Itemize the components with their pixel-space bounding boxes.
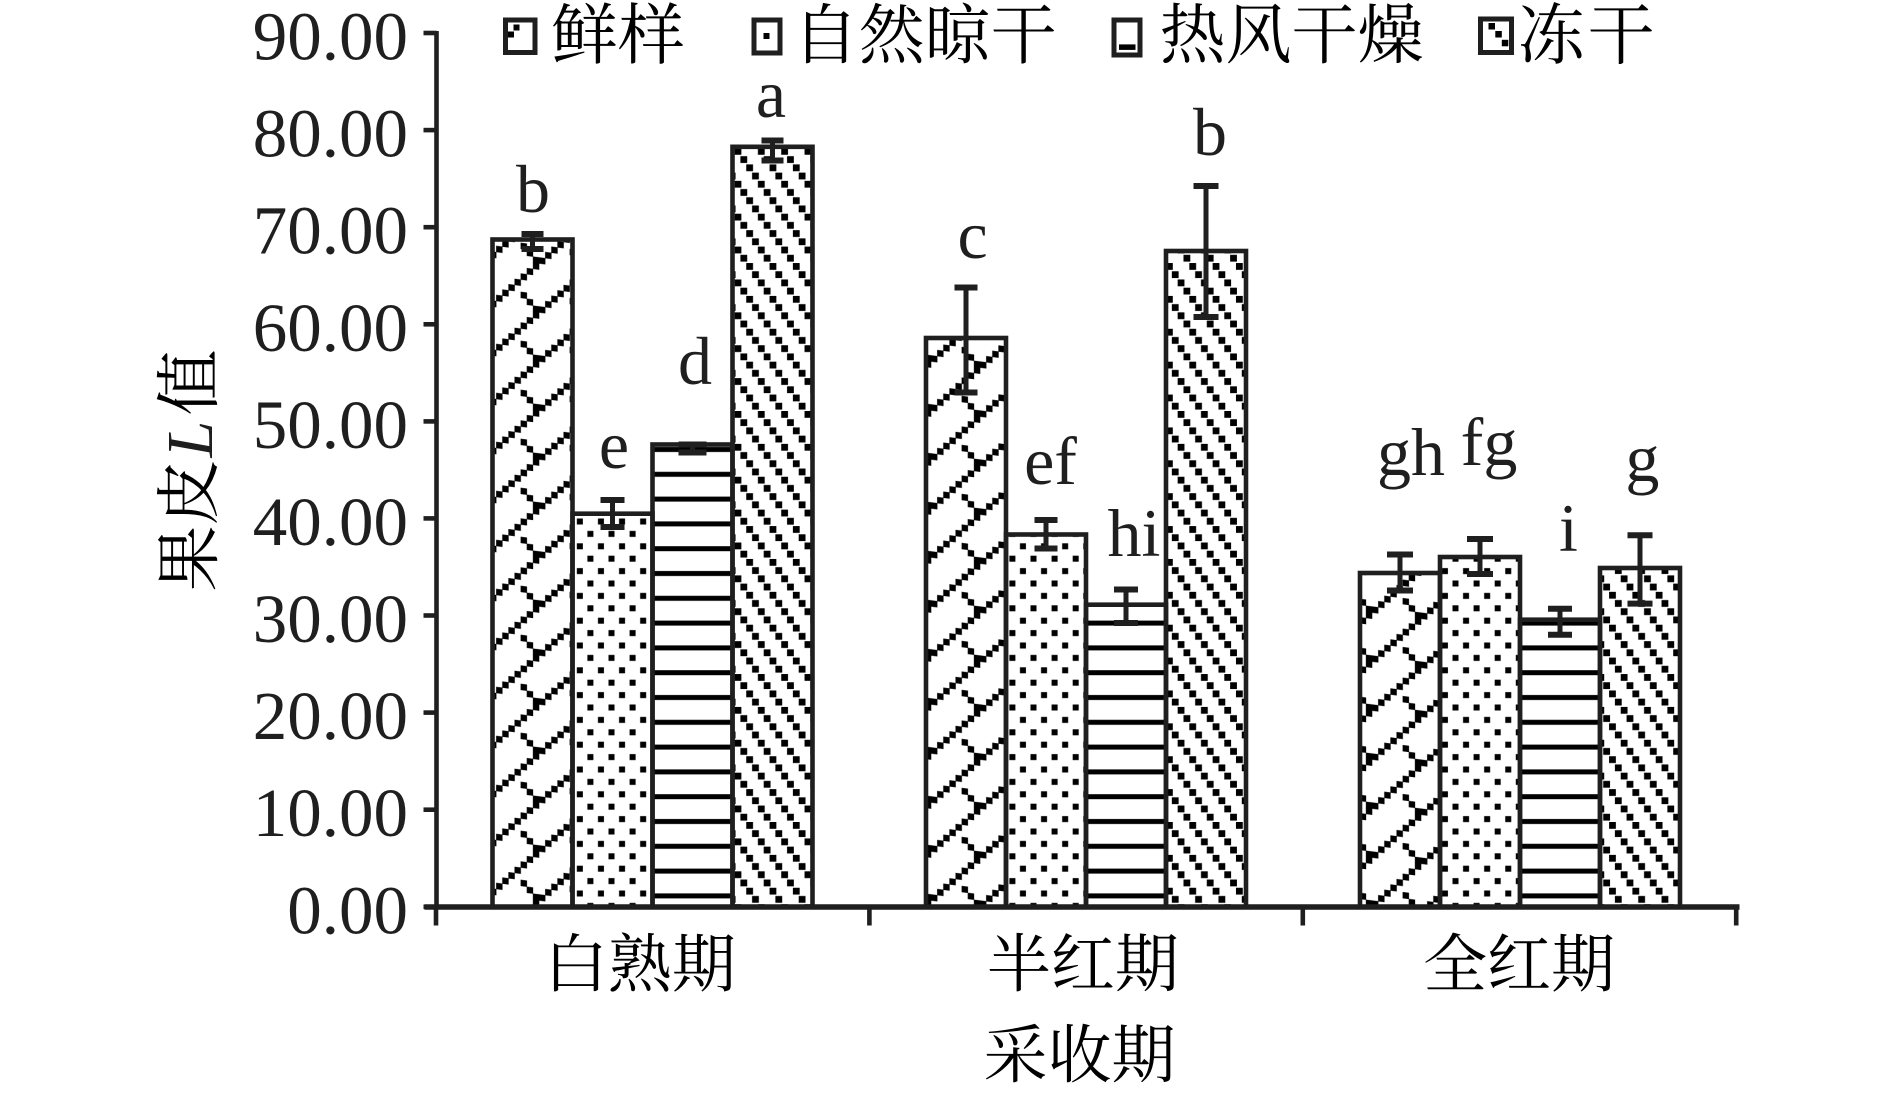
svg-text:40.00: 40.00 xyxy=(253,484,408,560)
svg-text:70.00: 70.00 xyxy=(253,193,408,269)
svg-text:20.00: 20.00 xyxy=(253,678,408,754)
svg-text:e: e xyxy=(599,407,629,483)
svg-text:60.00: 60.00 xyxy=(253,290,408,366)
svg-text:fg: fg xyxy=(1461,404,1518,480)
svg-text:80.00: 80.00 xyxy=(253,96,408,172)
svg-text:30.00: 30.00 xyxy=(253,581,408,657)
svg-text:b: b xyxy=(516,151,550,227)
svg-text:i: i xyxy=(1559,490,1578,566)
svg-text:hi: hi xyxy=(1108,495,1161,571)
svg-text:0.00: 0.00 xyxy=(287,872,408,948)
svg-text:c: c xyxy=(958,197,988,273)
svg-text:a: a xyxy=(756,56,786,132)
svg-text:ef: ef xyxy=(1024,423,1077,499)
svg-text:d: d xyxy=(678,323,712,399)
svg-text:g: g xyxy=(1625,420,1659,496)
svg-text:L: L xyxy=(154,421,227,459)
svg-text:gh: gh xyxy=(1377,414,1445,490)
svg-text:10.00: 10.00 xyxy=(253,775,408,851)
svg-text:90.00: 90.00 xyxy=(253,0,408,75)
svg-text:b: b xyxy=(1193,94,1227,170)
svg-text:50.00: 50.00 xyxy=(253,387,408,463)
